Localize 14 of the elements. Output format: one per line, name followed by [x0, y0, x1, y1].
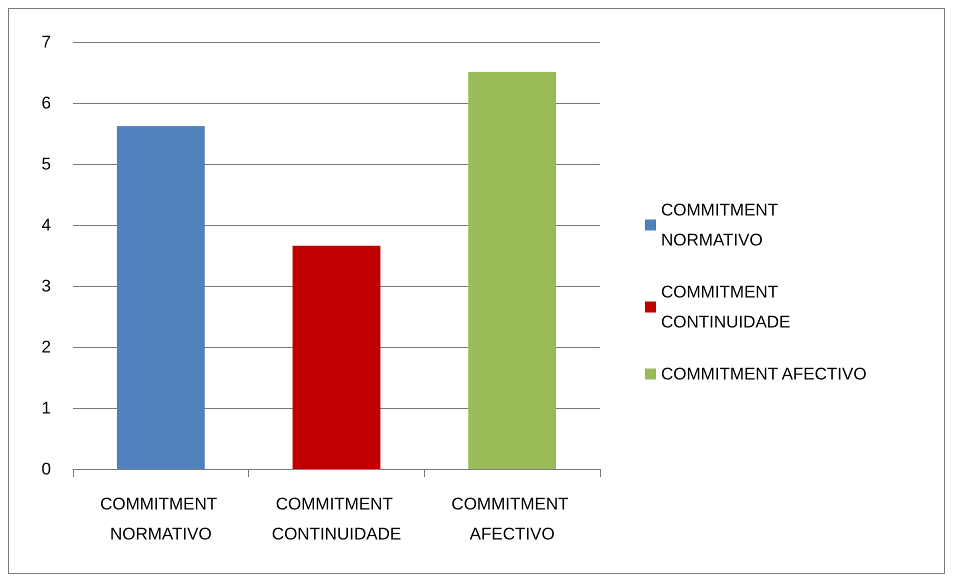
x-tick-label: COMMITMENT AFECTIVO: [451, 494, 573, 544]
y-tick-label: 7: [42, 32, 51, 52]
y-tick-label: 1: [42, 398, 51, 418]
x-tick-label: COMMITMENT CONTINUIDADE: [272, 494, 402, 544]
y-tick-label: 0: [42, 460, 51, 478]
legend-label: COMMITMENT CONTINUIDADE: [661, 282, 790, 332]
y-tick-label: 2: [42, 338, 51, 356]
y-tick-label: 3: [42, 276, 51, 296]
y-tick-label: 5: [42, 154, 51, 174]
y-tick-label: 4: [42, 216, 51, 234]
legend-label: COMMITMENT AFECTIVO: [661, 364, 867, 384]
legend-label: COMMITMENT NORMATIVO: [661, 200, 783, 250]
y-tick-label: 6: [42, 94, 51, 112]
x-tick-label: COMMITMENT NORMATIVO: [100, 494, 222, 544]
